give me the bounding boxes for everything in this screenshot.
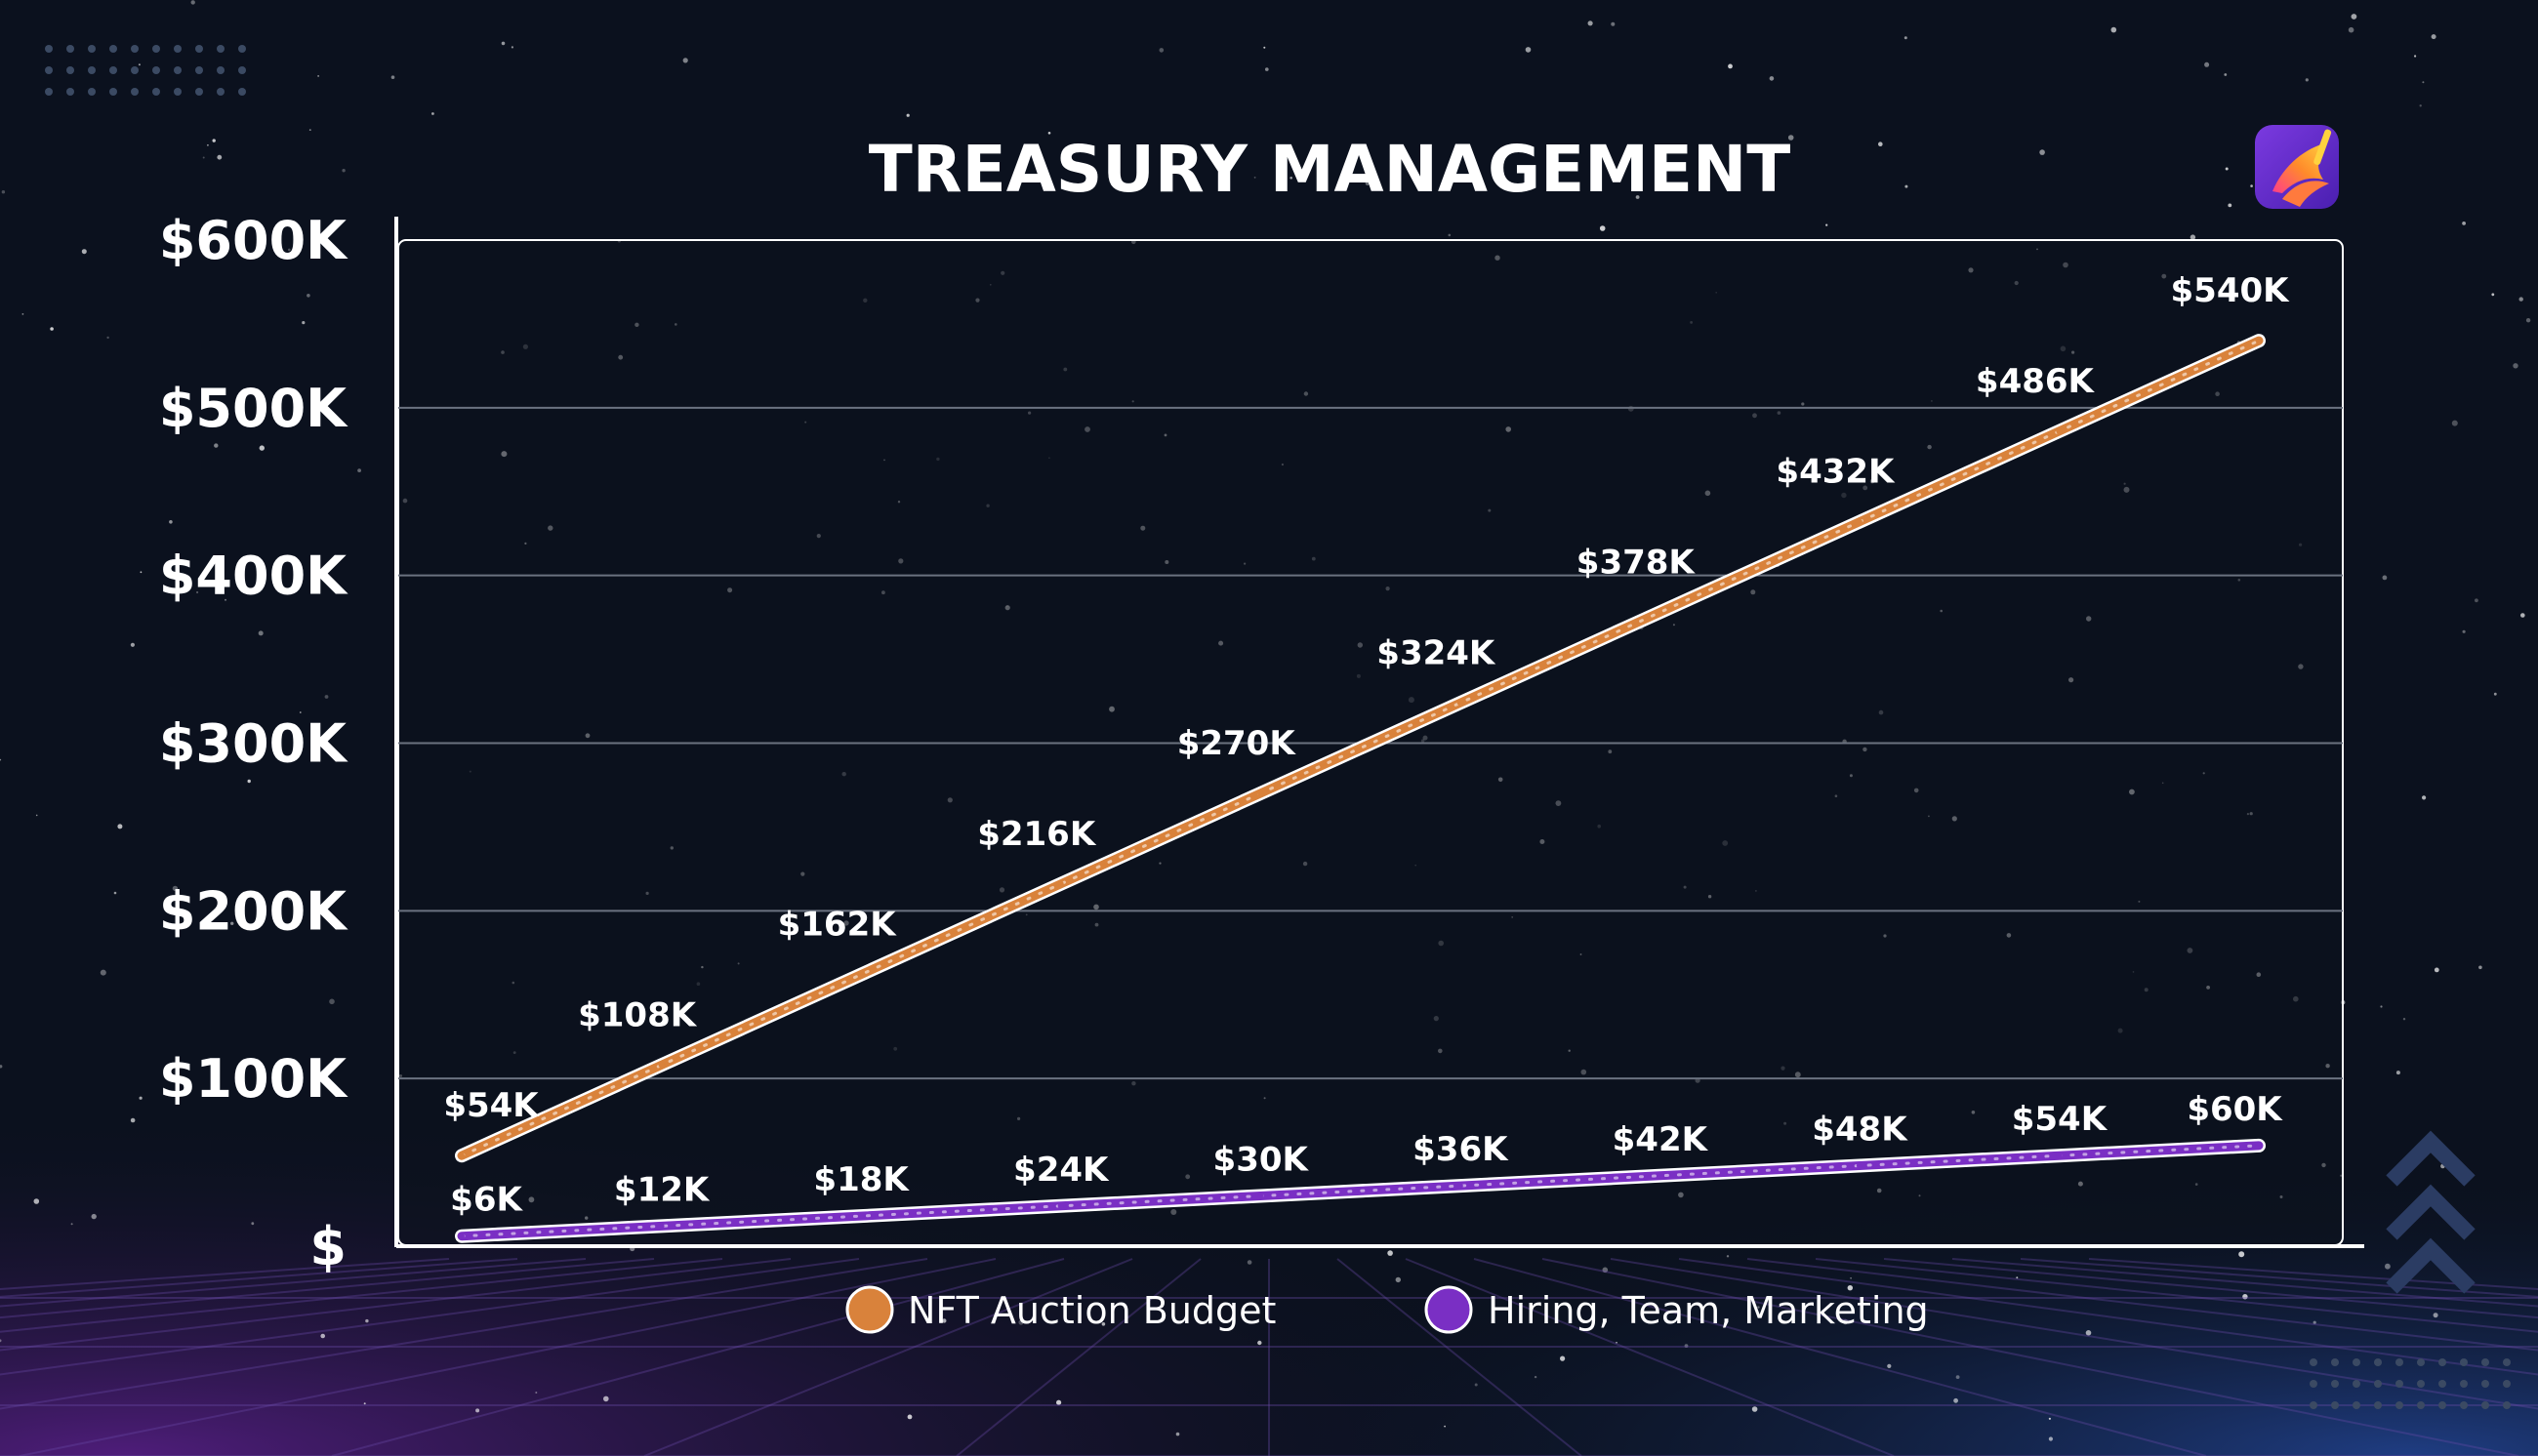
data-label: $48K (1812, 1111, 1908, 1150)
y-axis: $ $100K $200K $300K $400K $500K $600K (159, 210, 348, 1277)
data-point (1257, 790, 1264, 796)
series-line-dots (460, 339, 2261, 1157)
series-nft-auction-budget (455, 334, 2266, 1163)
legend-swatch (1424, 1285, 1473, 1334)
y-tick-label: $600K (159, 210, 348, 271)
y-tick-label: $500K (159, 378, 348, 439)
phoenix-brush-logo (2255, 125, 2339, 209)
legend: NFT Auction Budget Hiring, Team, Marketi… (845, 1285, 1929, 1334)
data-label: $162K (778, 906, 898, 945)
y-tick-label: $100K (159, 1048, 348, 1110)
data-point (459, 1153, 465, 1159)
data-labels: $54K $108K $162K $216K $270K $324K $378K $432K $… (443, 271, 2290, 1220)
chevron-up-icon (2386, 1130, 2476, 1294)
data-label: $60K (2187, 1090, 2283, 1129)
data-label: $270K (1177, 724, 1297, 763)
data-label: $12K (614, 1170, 711, 1209)
data-label: $378K (1576, 544, 1697, 583)
data-point (1856, 1162, 1863, 1169)
data-point (459, 1233, 465, 1239)
data-label: $216K (977, 815, 1097, 854)
data-point (858, 971, 865, 978)
legend-item-hiring: Hiring, Team, Marketing (1424, 1285, 1929, 1334)
data-point (2056, 427, 2063, 434)
data-point (858, 1213, 865, 1220)
data-label: $324K (1376, 633, 1496, 672)
y-tick-label: $300K (159, 713, 348, 775)
data-point (1257, 1193, 1264, 1199)
legend-label: NFT Auction Budget (908, 1289, 1276, 1332)
data-point (2256, 338, 2262, 344)
data-point (1456, 1183, 1463, 1190)
data-point (2056, 1153, 2063, 1159)
data-label: $24K (1013, 1151, 1110, 1190)
data-point (1657, 609, 1663, 616)
data-point (658, 1223, 665, 1230)
legend-item-nft: NFT Auction Budget (845, 1285, 1276, 1334)
data-label: $18K (813, 1160, 910, 1199)
y-tick-label: $200K (159, 880, 348, 942)
data-label: $36K (1412, 1130, 1509, 1169)
y-tick-label: $400K (159, 546, 348, 607)
chart-title: TREASURY MANAGEMENT (869, 132, 1790, 207)
data-label: $486K (1976, 362, 2096, 401)
data-label: $30K (1213, 1141, 1310, 1180)
data-label: $54K (443, 1086, 540, 1125)
data-label: $42K (1613, 1120, 1709, 1159)
data-point (1657, 1172, 1663, 1179)
series-hiring-team-marketing (455, 1138, 2266, 1243)
data-label: $432K (1776, 453, 1896, 492)
data-point (1856, 518, 1863, 525)
legend-swatch (845, 1285, 894, 1334)
data-point (1057, 880, 1064, 887)
series-line-dots (460, 1144, 2261, 1238)
series-layer (455, 334, 2266, 1243)
data-label: $6K (450, 1181, 523, 1220)
data-point (1057, 1202, 1064, 1209)
data-point (2256, 1142, 2262, 1149)
y-tick-label: $ (309, 1216, 347, 1277)
legend-label: Hiring, Team, Marketing (1488, 1289, 1929, 1332)
data-point (1456, 700, 1463, 707)
data-label: $540K (2171, 271, 2291, 310)
data-point (658, 1062, 665, 1069)
data-label: $54K (2012, 1100, 2108, 1139)
data-label: $108K (578, 995, 698, 1034)
